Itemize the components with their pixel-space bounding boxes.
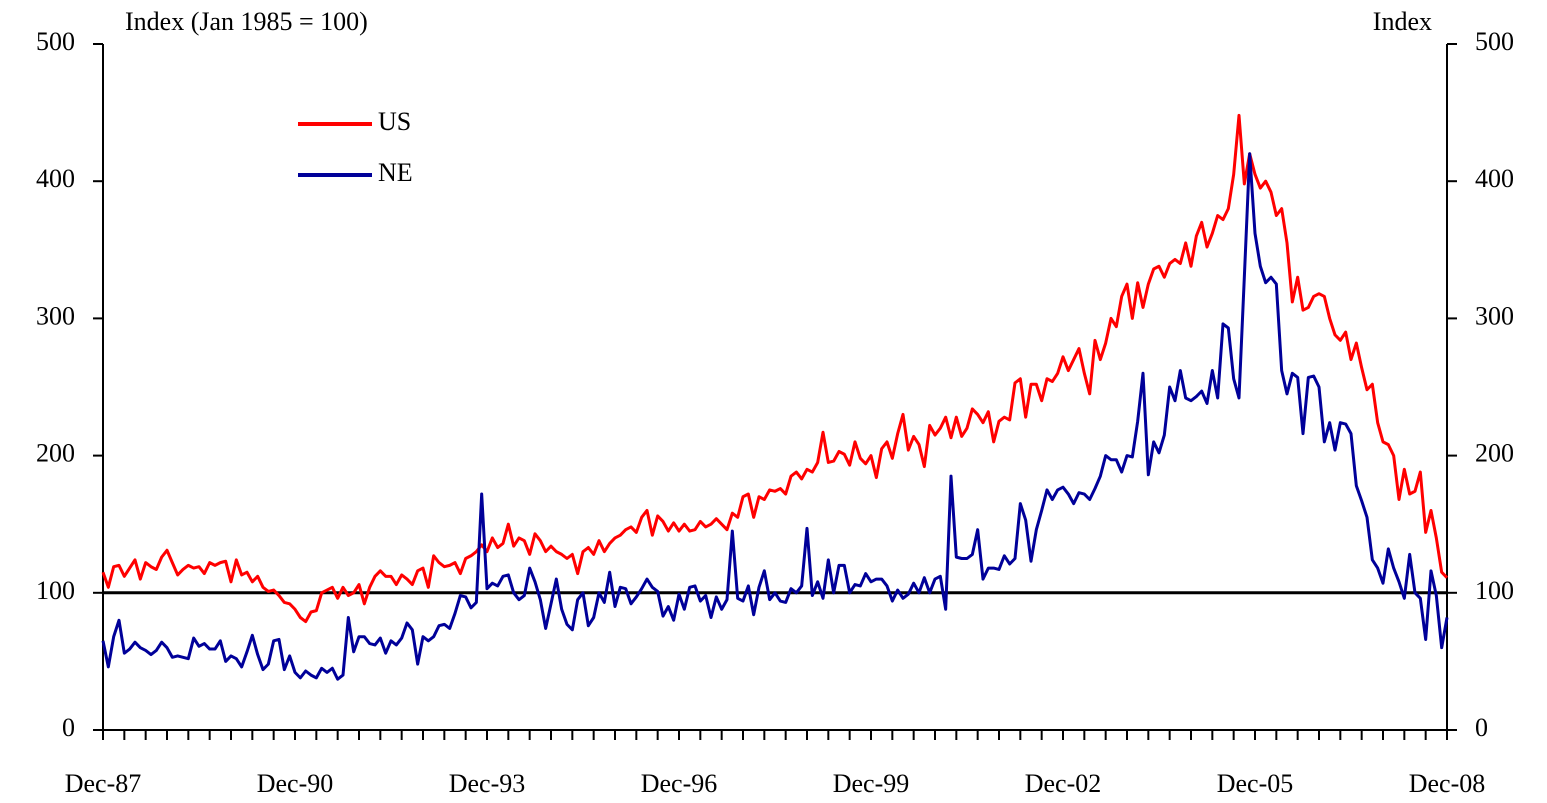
y-tick-label: 400 [36, 164, 75, 193]
y2-tick-label: 300 [1475, 301, 1514, 330]
y2-tick-label: 200 [1475, 439, 1514, 468]
x-tick-label: Dec-02 [1025, 769, 1102, 798]
y2-axis-label: Index [1373, 7, 1432, 36]
x-tick-label: Dec-93 [449, 769, 526, 798]
y-axis-label: Index (Jan 1985 = 100) [125, 7, 368, 36]
x-tick-label: Dec-90 [257, 769, 334, 798]
legend-label: US [378, 107, 411, 136]
y2-tick-label: 100 [1475, 576, 1514, 605]
y-tick-label: 300 [36, 301, 75, 330]
line-series [101, 152, 1449, 681]
y-tick-label: 100 [36, 576, 75, 605]
x-tick-label: Dec-96 [641, 769, 718, 798]
y2-tick-label: 0 [1475, 713, 1488, 742]
y-tick-label: 200 [36, 439, 75, 468]
x-tick-label: Dec-87 [65, 769, 142, 798]
legend-label: NE [378, 158, 413, 187]
line-series [101, 113, 1449, 624]
x-tick-label: Dec-99 [833, 769, 910, 798]
x-tick-label: Dec-08 [1409, 769, 1486, 798]
x-tick-label: Dec-05 [1217, 769, 1294, 798]
y2-tick-label: 400 [1475, 164, 1514, 193]
y2-tick-label: 500 [1475, 27, 1514, 56]
y-tick-label: 500 [36, 27, 75, 56]
y-tick-label: 0 [62, 713, 75, 742]
